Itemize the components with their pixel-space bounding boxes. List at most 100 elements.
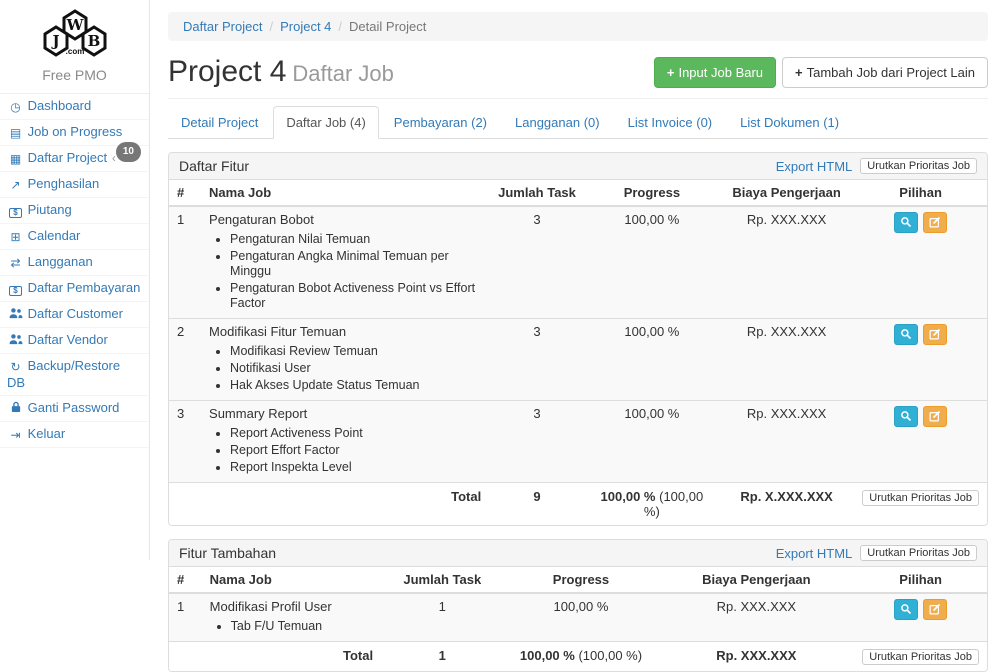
table-row: 1 Modifikasi Profil User Tab F/U Temuan … (169, 593, 987, 642)
sidebar-item-daftar-vendor[interactable]: Daftar Vendor (0, 328, 149, 353)
breadcrumb: Daftar Project / Project 4/Detail Project (168, 12, 988, 41)
plus-icon: + (795, 64, 803, 80)
tasks-icon: ▤ (9, 126, 22, 140)
sidebar-item-langganan[interactable]: ⇄ Langganan (0, 250, 149, 275)
column-header: Nama Job (201, 567, 382, 594)
column-header: Pilihan (854, 180, 987, 207)
job-name: Modifikasi Fitur Temuan (209, 324, 347, 339)
edit-job-button[interactable] (923, 406, 948, 427)
breadcrumb-current: Detail Project (349, 19, 427, 34)
sidebar-item-piutang[interactable]: $ Piutang (0, 198, 149, 223)
tab-list-dokumen[interactable]: List Dokumen (1) (740, 115, 840, 130)
tab-daftar-job[interactable]: Daftar Job (4) (273, 106, 379, 139)
job-name: Modifikasi Profil User (209, 599, 332, 614)
plus-icon: + (666, 64, 675, 80)
tab-detail-project[interactable]: Detail Project (181, 115, 259, 130)
sidebar-item-job-on-progress[interactable]: ▤ Job on Progress 10 (0, 120, 149, 162)
job-name: Pengaturan Bobot (209, 212, 314, 227)
users-icon (7, 307, 24, 323)
page-header: Project 4 Daftar Job + Input Job Baru + Tam… (168, 51, 988, 99)
view-job-button[interactable] (893, 324, 918, 345)
lock-icon (7, 401, 24, 417)
task-list: Report Activeness Point Report Effort Fa… (230, 425, 481, 476)
view-job-button[interactable] (893, 212, 918, 233)
panel-daftar-fitur: Daftar Fitur Export HTML Urutkan Priorit… (168, 152, 988, 526)
tab-langganan[interactable]: Langganan (0) (515, 115, 600, 130)
table-row: 1 Pengaturan Bobot Pengaturan Nilai Temu… (169, 206, 987, 319)
sidebar-item-daftar-pembayaran[interactable]: $ Daftar Pembayaran (0, 276, 149, 301)
table-row: 2 Modifikasi Fitur Temuan Modifikasi Rev… (169, 318, 987, 401)
breadcrumb-daftar-project[interactable]: Daftar Project (183, 19, 263, 34)
sidebar-item-penghasilan[interactable]: ↗ Penghasilan (0, 172, 149, 197)
view-job-button[interactable] (893, 599, 918, 620)
column-header: Jumlah Task (489, 180, 585, 207)
column-header: Pilihan (854, 567, 987, 594)
users-icon (7, 333, 24, 349)
chart-icon: ↗ (10, 178, 21, 192)
svg-text:J: J (50, 32, 59, 50)
sidebar: W J B .com Free PMO ◷ Dashboard ▤ Job on… (0, 0, 150, 560)
urutkan-prioritas-job-button[interactable]: Urutkan Prioritas Job (860, 158, 977, 174)
sidebar-item-backup-restore-db[interactable]: ↻ Backup/Restore DB (7, 358, 121, 390)
urutkan-prioritas-job-button[interactable]: Urutkan Prioritas Job (860, 545, 977, 561)
column-header: Nama Job (201, 180, 490, 207)
column-header: # (169, 567, 202, 594)
column-header: Progress (503, 567, 659, 594)
sidebar-item-dashboard[interactable]: ◷ Dashboard (0, 94, 149, 119)
search-icon (900, 604, 911, 615)
urutkan-prioritas-job-button[interactable]: Urutkan Prioritas Job (862, 649, 979, 665)
total-label: Total (451, 489, 482, 504)
svg-text:.com: .com (65, 47, 84, 56)
total-jumlah-task: 1 (438, 648, 446, 663)
panel-fitur-tambahan: Fitur Tambahan Export HTML Urutkan Prior… (168, 539, 988, 672)
edit-job-button[interactable] (923, 324, 948, 345)
page-title: Project 4 Daftar Job (168, 55, 394, 88)
table-row: 3 Summary Report Report Activeness Point… (169, 400, 987, 483)
sidebar-item-calendar[interactable]: ⊞ Calendar (0, 224, 149, 249)
main-content: Daftar Project / Project 4/Detail Project … (151, 0, 1000, 672)
input-job-baru-button[interactable]: + Input Job Baru (653, 56, 777, 88)
task-list: Pengaturan Nilai Temuan Pengaturan Angka… (230, 231, 481, 312)
sidebar-item-keluar[interactable]: ⇥ Keluar (0, 422, 149, 447)
search-icon (900, 411, 911, 422)
column-header: Biaya Pengerjaan (658, 567, 855, 594)
edit-job-button[interactable] (923, 599, 948, 620)
table-icon: ▦ (9, 152, 22, 166)
total-progress: 100,00 % (100,00 %) (600, 489, 704, 519)
sidebar-item-ganti-password[interactable]: Ganti Password (0, 396, 149, 421)
dashboard-icon: ◷ (10, 100, 21, 114)
sidebar-item-daftar-project[interactable]: ▦ Daftar Project ‹ (0, 146, 149, 171)
tambah-job-dari-project-lain-button[interactable]: + Tambah Job dari Project Lain (782, 56, 988, 88)
sidebar-item-daftar-customer[interactable]: Daftar Customer (0, 302, 149, 327)
column-header: # (169, 180, 202, 207)
panel-title: Fitur Tambahan (179, 545, 277, 561)
tab-pembayaran[interactable]: Pembayaran (2) (393, 115, 488, 130)
task-list: Modifikasi Review Temuan Notifikasi User… (230, 343, 481, 394)
calendar-icon: ⊞ (10, 230, 21, 244)
column-header: Progress (584, 180, 719, 207)
total-row: Total 1 100,00 % (100,00 %) Rp. XXX.XXX … (169, 641, 987, 671)
edit-job-button[interactable] (923, 212, 948, 233)
search-icon (900, 329, 911, 340)
breadcrumb-project-4[interactable]: Project 4 (280, 19, 332, 34)
job-name: Summary Report (209, 406, 308, 421)
column-header: Biaya Pengerjaan (719, 180, 855, 207)
project-tabs: Detail Project Daftar Job (4) Pembayaran… (168, 105, 988, 139)
repeat-icon: ⇄ (10, 256, 21, 270)
daftar-fitur-table: # Nama Job Jumlah Task Progress Biaya Pe… (169, 180, 987, 525)
job-count-badge: 10 (115, 142, 141, 162)
export-html-link[interactable]: Export HTML (775, 158, 853, 174)
export-html-link[interactable]: Export HTML (775, 545, 853, 561)
edit-icon (929, 328, 941, 340)
edit-icon (929, 603, 941, 615)
refresh-icon: ↻ (10, 360, 21, 374)
app-name: Free PMO (42, 67, 107, 83)
total-biaya: Rp. X.XXX.XXX (740, 489, 833, 504)
total-progress: 100,00 % (100,00 %) (519, 648, 643, 663)
chevron-left-icon: ‹ (111, 151, 116, 165)
app-logo: W J B .com (0, 0, 149, 63)
tab-list-invoice[interactable]: List Invoice (0) (627, 115, 713, 130)
money-icon: $ (7, 281, 24, 297)
view-job-button[interactable] (893, 406, 918, 427)
urutkan-prioritas-job-button[interactable]: Urutkan Prioritas Job (862, 490, 979, 506)
